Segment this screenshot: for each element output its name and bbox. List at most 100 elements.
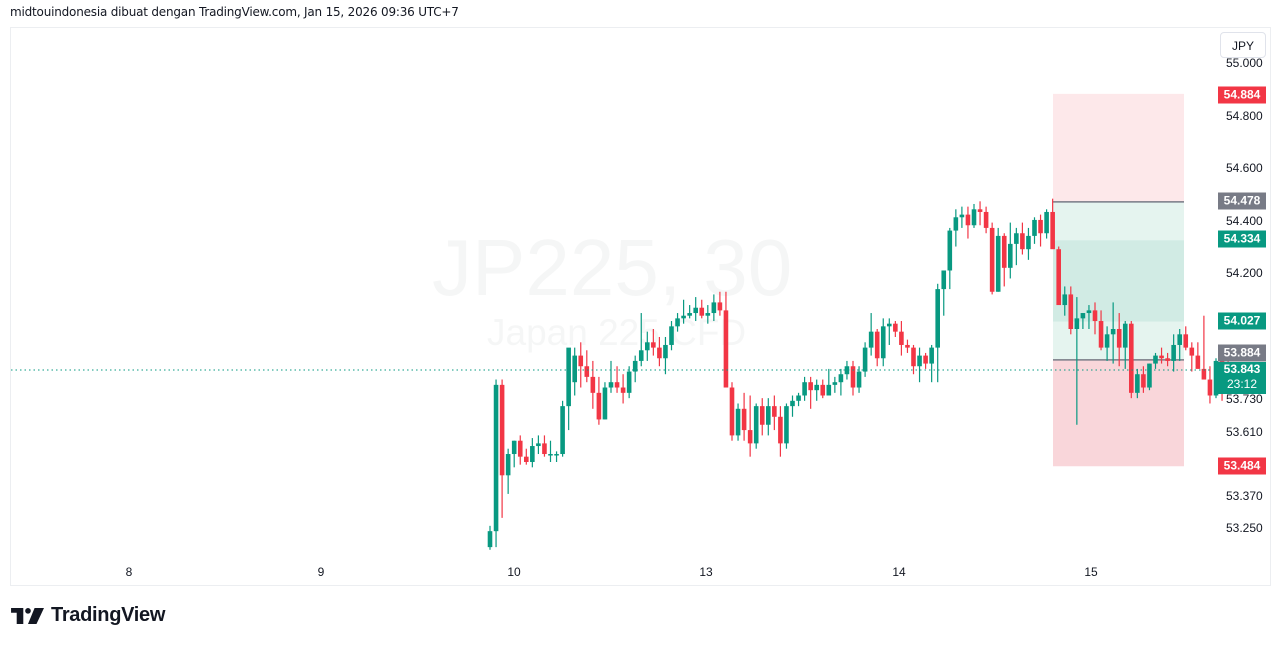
candle-body	[735, 408, 741, 436]
chart-header: midtouindonesia dibuat dengan TradingVie…	[10, 5, 459, 19]
tradingview-logo-icon	[11, 607, 44, 624]
candle-body	[1086, 310, 1092, 314]
candle-body	[1104, 334, 1110, 348]
candle-body	[1141, 374, 1146, 388]
candle-body	[1038, 219, 1043, 234]
time-tick-label: 9	[317, 565, 325, 579]
target-zone	[1053, 240, 1184, 322]
candle-body	[747, 430, 753, 444]
candle-body	[626, 371, 632, 393]
candle-body	[947, 230, 953, 271]
candle-body	[965, 214, 971, 226]
candle-body	[638, 350, 644, 361]
candle-body	[602, 387, 608, 420]
candle-body	[632, 360, 638, 372]
price-tag: 53.484	[1218, 457, 1266, 475]
candle-body	[1153, 355, 1158, 364]
time-tick-label: 10	[507, 565, 521, 579]
candle-body	[663, 344, 668, 359]
candle-body	[1201, 368, 1207, 380]
candle-body	[941, 270, 947, 290]
candle-body	[766, 406, 771, 425]
candle-body	[784, 406, 789, 444]
candle-body	[1008, 243, 1013, 268]
candle-body	[959, 214, 965, 218]
last-price-value: 53.843	[1223, 362, 1261, 376]
description-watermark: Japan 225 CFD	[487, 312, 747, 353]
candle-body	[711, 302, 717, 314]
candle-body	[542, 443, 547, 455]
candle-body	[578, 355, 584, 367]
candle-body	[608, 382, 614, 388]
candle-body	[572, 355, 577, 383]
candle-body	[862, 347, 868, 372]
candle-body	[983, 211, 989, 228]
candle-body	[929, 347, 934, 364]
candle-body	[1183, 334, 1189, 348]
candle-body	[681, 315, 686, 319]
candle-body	[1050, 211, 1055, 250]
time-axis[interactable]: 8 9 10 13 14 15	[10, 560, 1211, 586]
candle-body	[911, 347, 916, 367]
candle-body	[874, 331, 880, 359]
candle-body	[1014, 233, 1019, 244]
candle-body	[614, 382, 620, 388]
candle-body	[856, 371, 862, 388]
candle-body	[505, 454, 511, 476]
currency-button[interactable]: JPY	[1220, 32, 1266, 58]
candle-body	[548, 454, 553, 456]
time-tick-label: 13	[699, 565, 713, 579]
candle-body	[850, 366, 856, 388]
candle-body	[796, 395, 801, 401]
candle-body	[953, 217, 959, 231]
candle-body	[536, 443, 541, 447]
candle-body	[1080, 313, 1086, 319]
candle-body	[1026, 235, 1031, 250]
tradingview-logo-text: TradingView	[51, 604, 166, 626]
candle-body	[741, 408, 747, 431]
candle-body	[923, 355, 928, 364]
candle-body	[590, 376, 596, 393]
candle-body	[820, 384, 826, 396]
price-tick-label: 53.610	[1226, 425, 1263, 439]
candle-body	[1001, 235, 1007, 268]
candle-body	[669, 326, 674, 345]
price-tick-label: 53.250	[1226, 521, 1263, 535]
time-tick-label: 15	[1084, 565, 1098, 579]
candle-body	[717, 302, 723, 311]
candle-body	[530, 446, 535, 462]
candle-body	[1116, 329, 1122, 348]
candle-body	[729, 387, 735, 436]
candle-body	[645, 342, 650, 351]
candle-body	[759, 406, 765, 425]
candle-body	[675, 318, 680, 327]
candle-body	[554, 454, 559, 456]
candle-body	[657, 347, 662, 359]
candle-body	[989, 227, 995, 292]
candle-body	[1135, 374, 1140, 393]
candle-body	[1195, 355, 1201, 369]
candle-body	[905, 344, 910, 348]
price-tag: 54.478	[1218, 192, 1266, 210]
candle-body	[887, 323, 892, 327]
stop-loss-zone	[1053, 359, 1184, 467]
price-tick-label: 53.730	[1226, 392, 1263, 406]
candle-body	[687, 313, 692, 316]
candle-body	[1213, 360, 1219, 396]
price-tick-label: 54.800	[1226, 109, 1263, 123]
candle-body	[753, 406, 759, 444]
candle-body	[868, 331, 874, 348]
candle-body	[705, 313, 711, 316]
price-tick-label: 55.000	[1226, 56, 1263, 70]
candle-body	[511, 440, 517, 455]
candle-body	[772, 406, 777, 417]
upper-profit-zone	[1053, 201, 1184, 241]
candle-body	[838, 374, 844, 383]
candle-body	[1165, 358, 1170, 361]
candle-body	[1110, 329, 1116, 335]
candle-body	[977, 209, 983, 212]
tradingview-logo: TradingView	[11, 604, 165, 627]
candle-body	[693, 307, 698, 314]
candle-body	[1062, 294, 1068, 306]
